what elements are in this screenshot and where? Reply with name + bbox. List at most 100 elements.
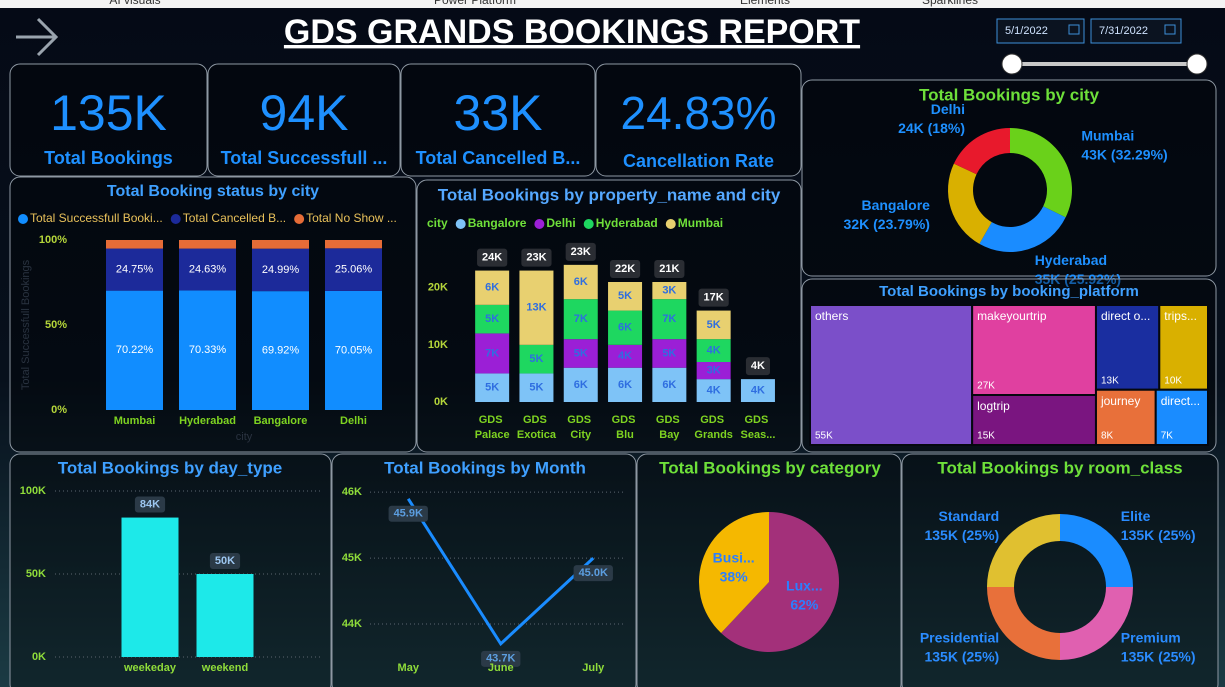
ribbon-strip xyxy=(0,0,1225,8)
segment-label: 7K xyxy=(485,347,499,359)
tile-name: journey xyxy=(1100,394,1140,408)
date-end-box[interactable] xyxy=(1090,18,1182,44)
segment-label: 6K xyxy=(662,379,676,391)
panel xyxy=(901,453,1219,687)
bar-segment xyxy=(608,344,643,368)
bar-segment xyxy=(652,299,687,340)
slider-handle[interactable] xyxy=(1186,53,1208,75)
x-tick-label: July xyxy=(582,662,605,674)
bar-segment xyxy=(179,248,236,291)
back-arrow[interactable] xyxy=(16,17,59,57)
segment-label: 5K xyxy=(618,290,632,302)
slice-name: Bangalore xyxy=(861,197,930,213)
total-label: 4K xyxy=(751,360,765,372)
slice xyxy=(987,587,1060,660)
slice xyxy=(987,514,1060,587)
segment-label: 24.75% xyxy=(116,263,154,275)
tile-name: makeyourtrip xyxy=(977,309,1047,323)
calendar-icon[interactable] xyxy=(1068,24,1080,35)
bar-segment xyxy=(563,339,598,368)
label-line: Exotica xyxy=(517,429,557,441)
slice-name: Lux... xyxy=(786,578,823,594)
calendar-icon[interactable] xyxy=(1164,24,1176,35)
segment-label: 6K xyxy=(618,379,632,391)
kpi-label: Total Successfull ... xyxy=(221,148,388,168)
total-label: 24K xyxy=(482,251,502,263)
kpi-value: 94K xyxy=(260,85,349,141)
legend-label: Hyderabad xyxy=(596,216,658,230)
slice-value: 38% xyxy=(720,569,749,585)
slice-name: Busi... xyxy=(713,550,755,566)
bar-segment xyxy=(325,290,382,410)
bar-segment xyxy=(106,240,163,249)
segment-label: 6K xyxy=(618,322,632,334)
total-label-box xyxy=(565,242,596,261)
chart-title: Total Bookings by room_class xyxy=(937,458,1182,477)
y-tick-label: 0K xyxy=(434,396,448,408)
label-line: Blu xyxy=(616,429,634,441)
bar-segment xyxy=(179,290,236,410)
bar-segment xyxy=(475,304,510,334)
kpi-value: 24.83% xyxy=(620,87,776,139)
slice-name: Presidential xyxy=(920,630,999,646)
x-tick-label: May xyxy=(398,662,420,674)
value-label: 43.7K xyxy=(486,653,515,665)
treemap-tile xyxy=(1154,388,1209,447)
segment-label: 5K xyxy=(529,353,543,365)
slice xyxy=(979,206,1066,253)
segment-label: 24.63% xyxy=(189,263,227,275)
x-tick-label: GDS Blu xyxy=(612,414,639,441)
treemap-tile xyxy=(1094,388,1157,447)
label-line: Bay xyxy=(659,429,680,441)
value-label-box xyxy=(573,565,613,582)
x-tick-label: GDS Grands xyxy=(694,414,733,441)
x-tick-label: GDS Bay xyxy=(656,414,683,441)
total-label-box xyxy=(698,288,729,307)
slice xyxy=(1010,128,1072,218)
label-line: Palace xyxy=(475,429,510,441)
y-tick-label: 100K xyxy=(20,485,46,497)
y-axis-label: Total Successfull Bookings xyxy=(20,259,32,390)
segment-label: 5K xyxy=(485,313,499,325)
bar-segment xyxy=(696,339,731,362)
x-tick-label: GDS City xyxy=(567,414,594,441)
legend-label: Total Cancelled B... xyxy=(183,211,286,225)
x-tick-label: Mumbai xyxy=(114,415,156,427)
ribbon-tab: Power Platform xyxy=(434,0,516,7)
bar xyxy=(121,517,179,657)
x-tick-label: Bangalore xyxy=(254,415,308,427)
slice xyxy=(698,511,769,634)
legend-swatch xyxy=(294,214,305,224)
chart-title: Total Bookings by booking_platform xyxy=(879,283,1139,300)
bar-segment xyxy=(696,379,731,402)
segment-label: 5K xyxy=(529,382,543,394)
bar-segment xyxy=(652,367,687,402)
bar-segment xyxy=(475,270,510,305)
tile-name: logtrip xyxy=(977,399,1010,413)
kpi-value: 135K xyxy=(50,85,167,141)
y-tick-label: 0% xyxy=(51,404,67,416)
legend-label: Total No Show ... xyxy=(306,211,397,225)
value-label: 50K xyxy=(215,555,235,567)
bar-segment xyxy=(519,344,554,374)
y-tick-label: 100% xyxy=(39,234,67,246)
segment-label: 69.92% xyxy=(262,344,300,356)
slider-handle[interactable] xyxy=(1001,53,1023,75)
y-tick-label: 44K xyxy=(342,618,362,630)
segment-label: 7K xyxy=(662,313,676,325)
chart-title: Total Bookings by day_type xyxy=(58,458,283,477)
tile-name: others xyxy=(815,309,848,323)
slice-value: 43K (32.29%) xyxy=(1081,146,1167,162)
total-label-box xyxy=(477,248,508,267)
tile-value: 8K xyxy=(1101,431,1114,442)
bar-segment xyxy=(519,373,554,402)
slice-value: 135K (25%) xyxy=(1121,527,1196,543)
segment-label: 70.33% xyxy=(189,344,227,356)
label-line: GDS xyxy=(744,414,771,426)
tile-name: direct o... xyxy=(1101,309,1150,323)
legend-title: city xyxy=(427,216,448,230)
bar-segment xyxy=(652,282,687,300)
bar-segment xyxy=(608,282,643,311)
total-label-box xyxy=(609,260,641,278)
legend-label: Mumbai xyxy=(678,216,723,230)
